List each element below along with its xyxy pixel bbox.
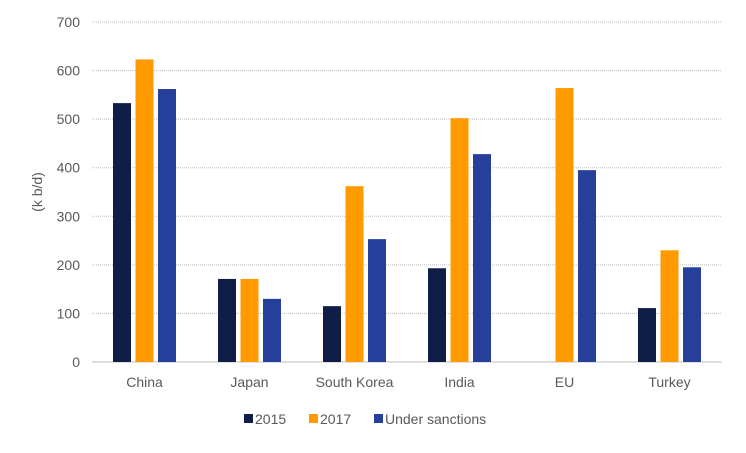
legend-swatch bbox=[244, 414, 253, 423]
legend-swatch bbox=[374, 414, 383, 423]
x-tick-label: South Korea bbox=[316, 374, 394, 390]
bar-2017 bbox=[240, 278, 259, 362]
legend-swatch bbox=[309, 414, 318, 423]
y-tick-label: 300 bbox=[57, 208, 81, 224]
bar-2015 bbox=[638, 308, 656, 362]
y-tick-label: 700 bbox=[57, 14, 81, 30]
x-tick-label: Turkey bbox=[648, 374, 690, 390]
bar-2017 bbox=[660, 250, 679, 362]
bar-2017 bbox=[555, 88, 574, 363]
y-tick-label: 0 bbox=[72, 354, 80, 370]
y-tick-label: 400 bbox=[57, 160, 81, 176]
bar-2015 bbox=[428, 268, 446, 362]
x-tick-label: EU bbox=[555, 374, 574, 390]
y-tick-label: 100 bbox=[57, 305, 81, 321]
bar-under-sanctions bbox=[473, 154, 491, 362]
bar-2015 bbox=[323, 306, 341, 362]
x-tick-label: China bbox=[126, 374, 163, 390]
bar-2017 bbox=[135, 59, 154, 363]
bar-2017 bbox=[345, 186, 364, 362]
bar-2015 bbox=[218, 278, 236, 362]
legend-label: 2015 bbox=[255, 411, 286, 427]
bar-under-sanctions bbox=[578, 170, 596, 362]
bar-under-sanctions bbox=[683, 267, 701, 362]
y-tick-label: 500 bbox=[57, 111, 81, 127]
bar-2015 bbox=[113, 103, 131, 362]
bar-under-sanctions bbox=[158, 89, 176, 363]
y-tick-label: 600 bbox=[57, 63, 81, 79]
bar-2017 bbox=[450, 118, 469, 363]
x-tick-label: Japan bbox=[230, 374, 268, 390]
legend-label: Under sanctions bbox=[385, 411, 486, 427]
legend-label: 2017 bbox=[320, 411, 351, 427]
y-axis-label: (k b/d) bbox=[29, 172, 45, 212]
y-tick-label: 200 bbox=[57, 257, 81, 273]
bar-under-sanctions bbox=[263, 298, 281, 362]
bar-under-sanctions bbox=[368, 239, 386, 362]
x-tick-label: India bbox=[444, 374, 475, 390]
